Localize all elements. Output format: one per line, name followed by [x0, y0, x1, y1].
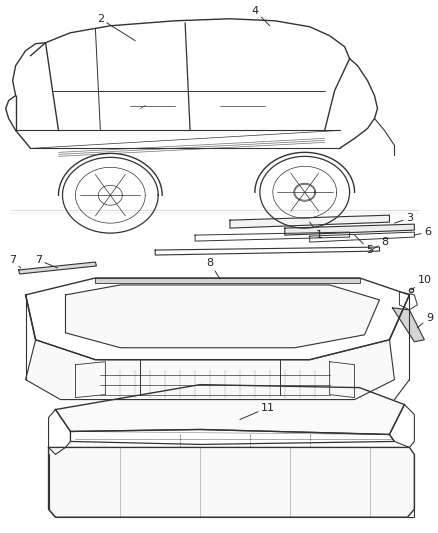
- Polygon shape: [66, 285, 379, 348]
- Text: 1: 1: [310, 222, 323, 240]
- Polygon shape: [230, 215, 389, 228]
- Text: 8: 8: [206, 258, 220, 279]
- Text: 11: 11: [240, 402, 275, 419]
- Text: 2: 2: [97, 14, 135, 41]
- Text: 7: 7: [35, 255, 57, 268]
- Polygon shape: [49, 447, 414, 517]
- Text: 5: 5: [355, 235, 373, 255]
- Polygon shape: [95, 278, 360, 283]
- Polygon shape: [285, 224, 414, 235]
- Polygon shape: [25, 340, 395, 400]
- Text: 4: 4: [251, 6, 270, 26]
- Polygon shape: [392, 308, 424, 342]
- Polygon shape: [19, 262, 96, 274]
- Text: 10: 10: [411, 275, 431, 290]
- Text: 8: 8: [370, 237, 388, 251]
- Text: 7: 7: [9, 255, 21, 268]
- Text: 3: 3: [395, 213, 413, 223]
- Polygon shape: [56, 385, 404, 434]
- Text: 6: 6: [414, 227, 431, 237]
- Text: 9: 9: [417, 313, 433, 328]
